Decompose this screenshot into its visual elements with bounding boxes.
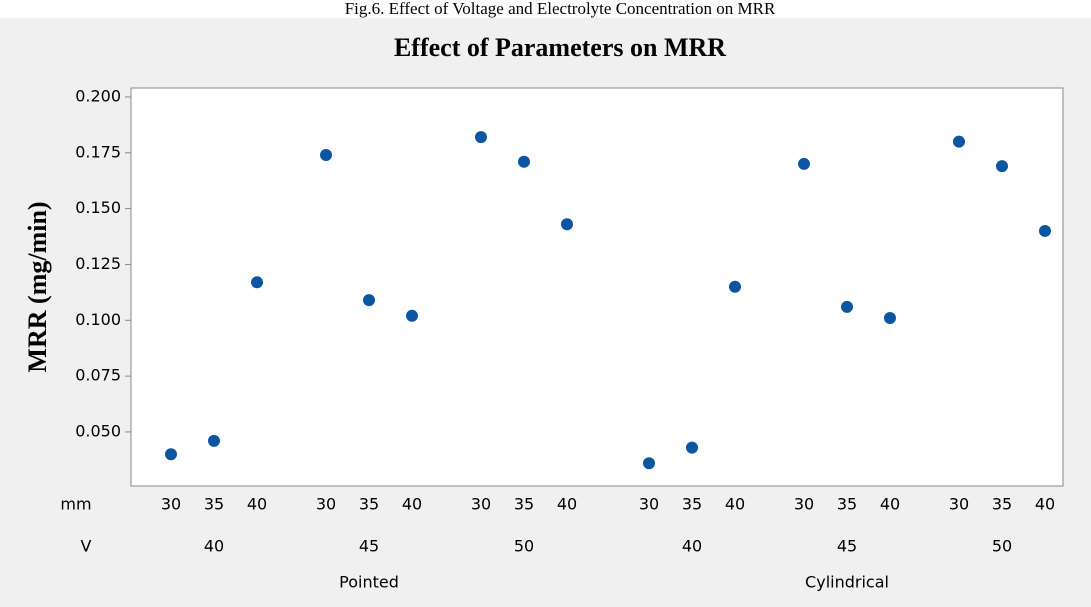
point: [363, 294, 375, 307]
y-tick-label: 0.050: [75, 421, 121, 440]
voltage-label: 50: [514, 537, 534, 556]
y-tick-label: 0.100: [75, 310, 121, 329]
point: [643, 457, 655, 470]
point: [884, 312, 896, 325]
plot-area: [130, 87, 1064, 487]
point: [320, 149, 332, 162]
x-tick-label: 35: [204, 495, 224, 514]
x-tick-label: 30: [471, 495, 491, 514]
x-tick-label: 40: [880, 495, 900, 514]
point: [251, 276, 263, 289]
y-tick-label: 0.200: [75, 86, 121, 105]
point: [561, 218, 573, 231]
point: [841, 300, 853, 313]
voltage-label: 50: [992, 537, 1012, 556]
tool-label: Cylindrical: [805, 573, 889, 592]
x-tick-label: 35: [514, 495, 534, 514]
x-tick-label: 35: [359, 495, 379, 514]
point: [406, 309, 418, 322]
x-tick-label: 40: [247, 495, 267, 514]
point: [165, 448, 177, 461]
point: [475, 131, 487, 144]
voltage-label: 40: [682, 537, 702, 556]
x-tick-label: 40: [557, 495, 577, 514]
x-tick-label: 40: [1035, 495, 1055, 514]
x-level-label: mm: [60, 495, 91, 514]
tool-label: Pointed: [339, 573, 399, 592]
voltage-label: 45: [359, 537, 379, 556]
chart-title: Effect of Parameters on MRR: [394, 33, 726, 62]
voltage-label: 45: [837, 537, 857, 556]
x-tick-label: 30: [794, 495, 814, 514]
point: [686, 441, 698, 454]
point: [208, 434, 220, 447]
x-tick-label: 35: [682, 495, 702, 514]
x-tick-label: 40: [725, 495, 745, 514]
x-tick-label: 35: [992, 495, 1012, 514]
y-tick-label: 0.175: [75, 142, 121, 161]
point: [1039, 224, 1051, 237]
point: [798, 157, 810, 170]
x-tick-label: 30: [316, 495, 336, 514]
y-tick-label: 0.150: [75, 198, 121, 217]
x-tick-label: 35: [837, 495, 857, 514]
x-tick-label: 30: [949, 495, 969, 514]
point: [729, 280, 741, 293]
y-tick-label: 0.125: [75, 254, 121, 273]
x-tick-label: 40: [402, 495, 422, 514]
figure-caption: Fig.6. Effect of Voltage and Electrolyte…: [345, 0, 776, 18]
x-level-label: V: [81, 537, 92, 556]
voltage-label: 40: [204, 537, 224, 556]
point: [953, 135, 965, 148]
point: [996, 160, 1008, 173]
x-tick-label: 30: [161, 495, 181, 514]
y-tick-label: 0.075: [75, 366, 121, 385]
x-tick-label: 30: [639, 495, 659, 514]
y-axis-label: MRR (mg/min): [23, 201, 52, 372]
point: [518, 155, 530, 168]
